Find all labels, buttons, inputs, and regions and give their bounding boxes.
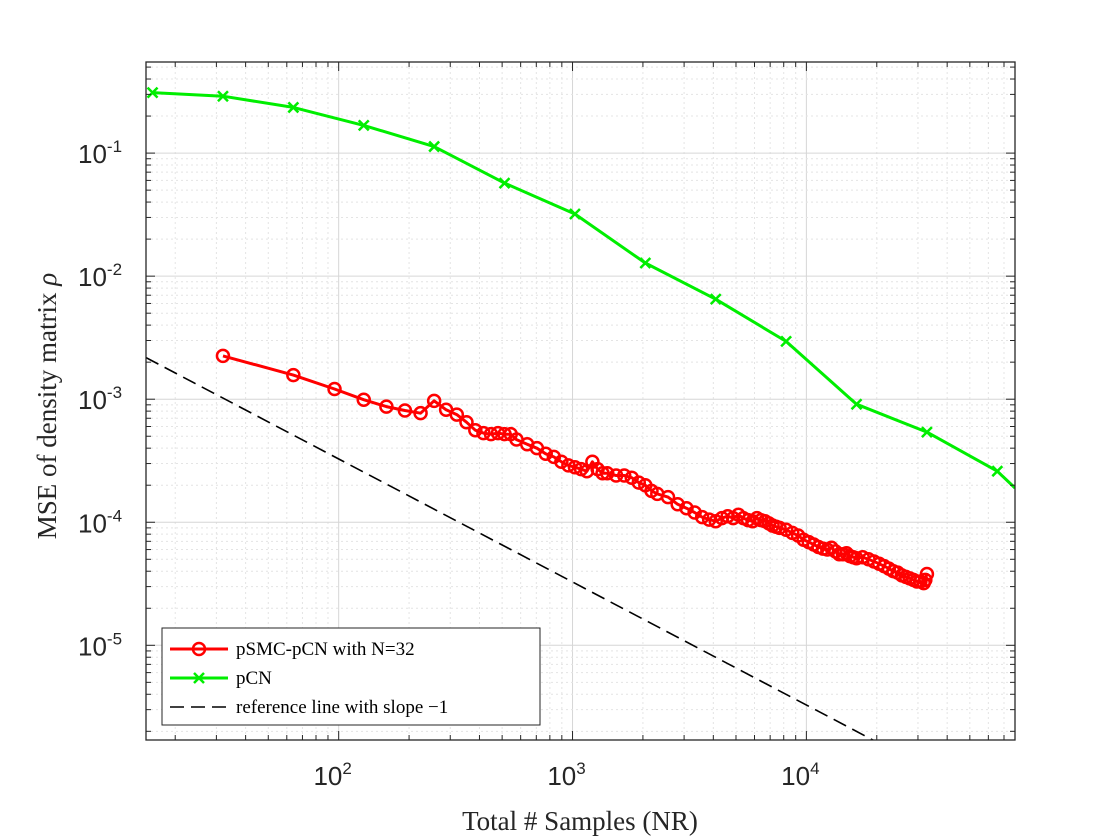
y-tick-label: 10-2	[78, 260, 122, 292]
data-point	[428, 140, 441, 153]
series-2	[146, 86, 1015, 490]
data-point	[426, 393, 442, 409]
x-tick-label: 103	[547, 759, 585, 791]
data-point	[327, 381, 342, 397]
data-point	[608, 468, 624, 483]
x-tick-label: 104	[781, 759, 819, 791]
y-tick-label: 10-1	[78, 137, 122, 169]
y-axis-title: MSE of density matrix ρ	[32, 273, 62, 539]
axis-ticks: 102 103 104 10-5 10-4 10-3 10-2 10-1	[78, 62, 1015, 791]
data-point	[538, 446, 553, 462]
data-point	[569, 208, 581, 220]
legend-marker-pcn	[193, 672, 205, 684]
data-point	[639, 257, 652, 269]
y-tick-label: 10-4	[78, 506, 122, 538]
y-tick-label: 10-5	[78, 629, 122, 661]
plot-frame	[145, 61, 1016, 741]
legend-label-psmc: pSMC-pCN with N=32	[236, 639, 415, 660]
data-point	[850, 398, 863, 411]
data-point	[217, 90, 229, 103]
x-tick-label: 102	[313, 759, 351, 791]
data-point	[600, 466, 615, 481]
series-1	[215, 348, 935, 591]
data-point	[379, 399, 394, 414]
x-axis-title: Total # Samples (NR)	[462, 806, 698, 836]
data-point	[476, 425, 491, 441]
data-point	[356, 392, 371, 407]
data-point	[694, 509, 710, 525]
data-point	[919, 566, 935, 582]
y-tick-label: 10-3	[78, 383, 122, 415]
data-point	[921, 426, 933, 439]
data-point	[709, 293, 722, 306]
data-point	[468, 422, 483, 438]
grid	[146, 62, 1015, 740]
data-point	[459, 414, 474, 430]
data-point	[561, 458, 576, 473]
data-point	[554, 454, 569, 470]
data-point	[918, 572, 933, 588]
series-line	[152, 91, 1015, 490]
data-point	[287, 101, 300, 114]
data-point	[449, 407, 465, 422]
data-point	[772, 520, 787, 536]
legend: pSMC-pCN with N=32 pCN reference line wi…	[161, 627, 541, 726]
legend-marker-psmc	[191, 641, 207, 657]
data-point	[397, 403, 413, 418]
data-point	[413, 405, 428, 421]
y-axis-rho-symbol: ρ	[32, 273, 62, 287]
data-point	[660, 489, 676, 505]
data-point	[286, 367, 301, 383]
data-point	[215, 348, 231, 364]
plot-area	[146, 86, 1015, 740]
legend-label-pcn: pCN	[236, 668, 272, 689]
data-point	[595, 466, 610, 481]
data-point	[146, 86, 159, 99]
series-3	[146, 356, 875, 740]
data-point	[498, 177, 511, 190]
data-point	[991, 465, 1004, 478]
data-point	[497, 426, 512, 442]
data-point	[483, 426, 499, 442]
data-point	[631, 475, 647, 490]
series-line	[146, 356, 875, 740]
data-point	[616, 468, 632, 483]
legend-label-reference: reference line with slope −1	[236, 697, 448, 718]
data-point	[780, 335, 793, 348]
y-axis-title-text: MSE of density matrix	[32, 286, 62, 539]
data-point	[357, 119, 370, 132]
